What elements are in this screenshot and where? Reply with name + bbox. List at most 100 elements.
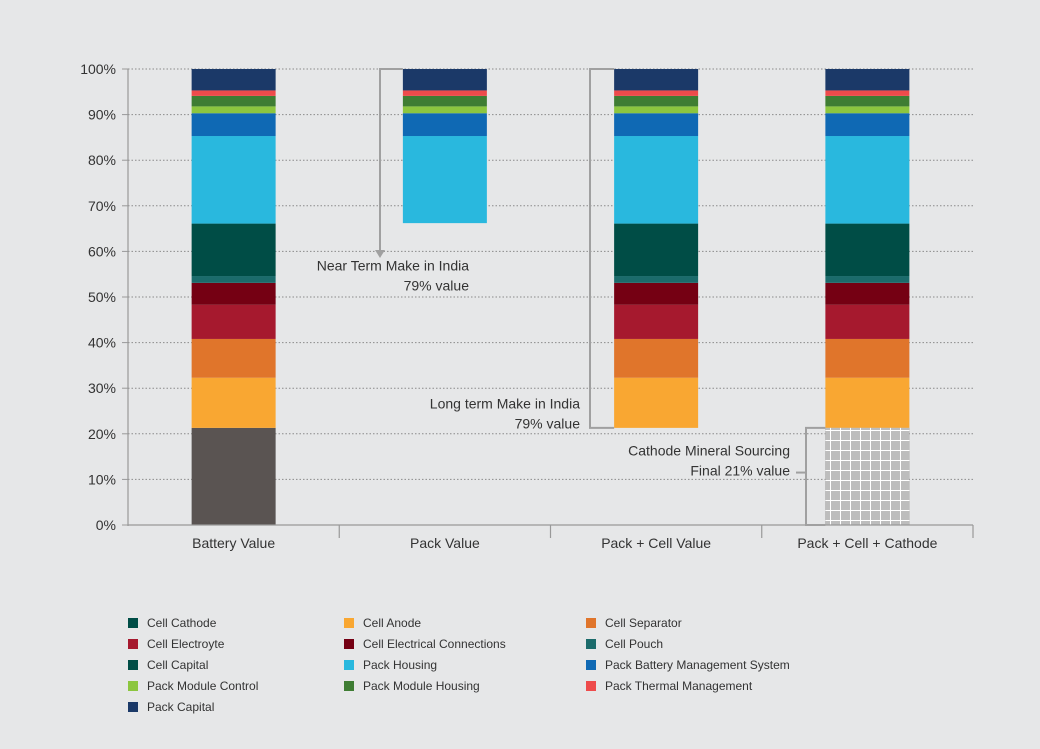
legend-swatch [128, 617, 138, 628]
bar-segment [191, 282, 276, 305]
bar-segment [825, 95, 910, 107]
legend-item: Pack Battery Management System [586, 656, 826, 673]
legend: Cell Cathode Cell Anode Cell Separator Cell… [128, 614, 826, 715]
bar-segment [402, 95, 487, 107]
legend-swatch [344, 659, 354, 670]
bar-segment [614, 113, 699, 137]
bar-stack [825, 69, 910, 525]
y-tick-label: 70% [88, 198, 116, 214]
bar-segment [614, 377, 699, 428]
legend-item: Cell Capital [128, 656, 344, 673]
bar-segment [402, 69, 487, 91]
legend-item: Pack Module Housing [344, 677, 586, 694]
x-tick-label: Battery Value [192, 535, 275, 551]
bar-segment [825, 304, 910, 339]
legend-label: Pack Thermal Management [605, 678, 753, 693]
bar-stack [402, 69, 487, 224]
legend-label: Pack Battery Management System [605, 657, 790, 672]
bar-segment [825, 136, 910, 224]
bar-segment-hatched [825, 427, 910, 525]
legend-label: Cell Capital [147, 657, 209, 672]
bar-stack [191, 69, 276, 525]
bar-segment [191, 276, 276, 283]
bar-segment [825, 90, 910, 96]
legend-swatch [128, 701, 138, 712]
bar-segment [191, 427, 276, 525]
y-tick-label: 0% [96, 517, 116, 533]
legend-item: Pack Module Control [128, 677, 344, 694]
legend-item: Cell Pouch [586, 635, 826, 652]
bar-segment [614, 282, 699, 305]
bar-segment [191, 304, 276, 339]
bar-segment [614, 304, 699, 339]
annotations: Near Term Make in India 79% value Long ter… [317, 68, 826, 526]
bar-segment [614, 276, 699, 283]
bar-segment [614, 223, 699, 277]
legend-label: Pack Module Control [147, 678, 259, 693]
bar-segment [825, 106, 910, 114]
y-tick-label: 20% [88, 426, 116, 442]
annotation-text-long-term: 79% value [515, 416, 581, 432]
bar-segment [402, 136, 487, 224]
bar-segment [825, 69, 910, 91]
annotation-text-near-term: 79% value [404, 278, 470, 294]
bar-segment [614, 106, 699, 114]
annotation-bracket-cathode [805, 426, 826, 526]
bar-segment [191, 95, 276, 107]
legend-item: Cell Separator [586, 614, 826, 631]
bar-segment [402, 106, 487, 114]
bar-segment [191, 136, 276, 224]
bar-segment [191, 338, 276, 378]
legend-item: Cell Electrical Connections [344, 635, 586, 652]
legend-swatch [586, 638, 596, 649]
legend-swatch [344, 680, 354, 691]
bar-segment [614, 338, 699, 378]
legend-item: Pack Thermal Management [586, 677, 826, 694]
bar-segment [825, 338, 910, 378]
bar-stack [614, 69, 699, 428]
y-tick-label: 40% [88, 335, 116, 351]
y-tick-label: 50% [88, 289, 116, 305]
legend-label: Cell Anode [363, 615, 422, 630]
legend-label: Cell Cathode [147, 615, 217, 630]
annotation-text-near-term: Near Term Make in India [317, 258, 469, 274]
annotation-text-cathode: Cathode Mineral Sourcing [628, 443, 790, 459]
x-tick-label: Pack + Cell + Cathode [797, 535, 937, 551]
axes [127, 69, 974, 538]
bar-segment [191, 69, 276, 91]
bar-segment [191, 223, 276, 277]
legend-swatch [586, 659, 596, 670]
legend-item: Pack Housing [344, 656, 586, 673]
bar-segment [402, 113, 487, 137]
annotation-text-cathode: Final 21% value [690, 463, 790, 479]
x-tick-label: Pack + Cell Value [601, 535, 711, 551]
legend-label: Pack Capital [147, 699, 215, 714]
legend-label: Cell Pouch [605, 636, 664, 651]
bar-segment [614, 69, 699, 91]
legend-swatch [344, 638, 354, 649]
y-tick-label: 60% [88, 243, 116, 259]
bar-stack-group [191, 69, 910, 525]
annotation-text-long-term: Long term Make in India [430, 396, 580, 412]
legend-swatch [128, 659, 138, 670]
bar-segment [402, 90, 487, 96]
y-tick-label: 80% [88, 152, 116, 168]
legend-swatch [344, 617, 354, 628]
legend-label: Pack Housing [363, 657, 438, 672]
y-tick-label: 100% [80, 61, 116, 77]
legend-item: Cell Cathode [128, 614, 344, 631]
bar-segment [825, 282, 910, 305]
legend-item: Cell Electroyte [128, 635, 344, 652]
bar-segment [614, 136, 699, 224]
legend-swatch [128, 680, 138, 691]
legend-swatch [128, 638, 138, 649]
bar-segment [191, 90, 276, 96]
legend-item: Cell Anode [344, 614, 586, 631]
bar-segment [825, 377, 910, 428]
x-tick-label: Pack Value [410, 535, 480, 551]
annotation-arrow-head [375, 249, 385, 258]
legend-swatch [586, 680, 596, 691]
annotation-bracket-long-term [589, 68, 615, 429]
bar-segment [191, 106, 276, 114]
